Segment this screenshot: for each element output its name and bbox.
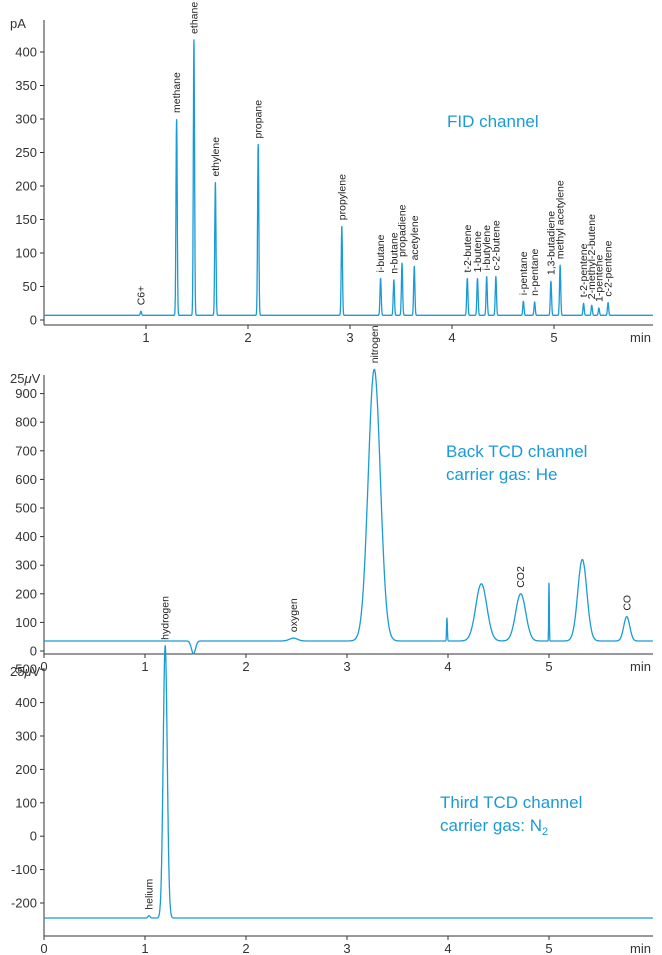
peak-label: t-2-butene — [462, 224, 474, 272]
peak-label: methyl acetylene — [555, 180, 567, 259]
x-tick-label: 2 — [242, 941, 249, 955]
y-tick-label: 400 — [15, 45, 37, 60]
y-tick-label: 50 — [23, 279, 37, 294]
peak-label: hydrogen — [160, 596, 172, 640]
y-tick-label: 100 — [15, 246, 37, 261]
peak-label: CO2 — [515, 566, 527, 588]
chromatogram-trace — [43, 645, 654, 919]
channel-title: Back TCD channel — [446, 442, 587, 461]
peak-label: nitrogen — [369, 325, 381, 363]
peak-label: n-pentane — [529, 248, 541, 295]
y-tick-label: 200 — [15, 179, 37, 194]
peak-label: CO — [621, 595, 633, 611]
y-tick-label: 200 — [15, 762, 37, 777]
x-tick-label: 2 — [242, 659, 249, 674]
peak-label: 1-butene — [472, 231, 484, 273]
x-tick-label: 5 — [545, 659, 552, 674]
peak-label: n-butane — [388, 232, 400, 274]
x-tick-label: 5 — [545, 941, 552, 955]
y-unit-label: pA — [10, 16, 26, 31]
y-tick-label: -100 — [11, 862, 37, 877]
y-tick-label: 500 — [15, 501, 37, 516]
y-tick-label: 100 — [15, 615, 37, 630]
peak-label: 2-methyl-2-butene — [586, 214, 598, 299]
x-unit-label: min — [630, 330, 651, 345]
x-tick-label: 0 — [40, 941, 47, 955]
x-tick-label: 3 — [346, 330, 353, 345]
peak-label: i-pentane — [518, 251, 530, 295]
x-tick-label: 2 — [244, 330, 251, 345]
chromatogram-trace — [43, 368, 654, 655]
y-tick-label: 0 — [30, 644, 37, 659]
x-tick-label: 4 — [444, 659, 451, 674]
y-tick-label: 200 — [15, 586, 37, 601]
peak-label: t-2-pentene — [578, 243, 590, 297]
y-tick-label: 700 — [15, 443, 37, 458]
x-unit-label: min — [630, 659, 651, 674]
x-tick-label: 1 — [141, 941, 148, 955]
peak-label: i-butane — [375, 234, 387, 272]
y-tick-label: 150 — [15, 212, 37, 227]
y-tick-label: 350 — [15, 78, 37, 93]
x-tick-label: 5 — [550, 330, 557, 345]
y-tick-label: 400 — [15, 529, 37, 544]
y-tick-label: 0 — [30, 829, 37, 844]
channel-subtitle: carrier gas: N2 — [440, 816, 548, 838]
peak-label: propylene — [336, 174, 348, 220]
y-tick-label: 400 — [15, 695, 37, 710]
channel-title: Third TCD channel — [440, 793, 582, 812]
x-tick-label: 4 — [444, 941, 451, 955]
peak-label: i-butylene — [481, 225, 493, 271]
peak-label: ethylene — [210, 137, 222, 177]
y-tick-label: 500 — [15, 662, 37, 677]
peak-label: methane — [171, 72, 183, 113]
peak-label: acetylene — [409, 215, 421, 260]
x-tick-label: 3 — [343, 659, 350, 674]
peak-label: C6+ — [135, 286, 147, 306]
y-unit-label: 25μV — [10, 371, 41, 386]
y-tick-label: 250 — [15, 145, 37, 160]
peak-label: ethane — [188, 2, 200, 34]
x-unit-label: min — [630, 941, 651, 955]
chromatogram-trace — [43, 39, 654, 316]
y-tick-label: 300 — [15, 558, 37, 573]
y-tick-label: -200 — [11, 896, 37, 911]
peak-label: c-2-pentene — [603, 240, 615, 296]
y-tick-label: 0 — [30, 313, 37, 328]
chart-panel-1: 0 50 100 150 200 250 300 350 400 pA 1 2 3 4 5 min C6+ met… — [10, 2, 654, 345]
y-tick-label: 300 — [15, 112, 37, 127]
channel-title: FID channel — [447, 112, 539, 131]
channel-subtitle: carrier gas: He — [446, 465, 557, 484]
y-tick-label: 900 — [15, 386, 37, 401]
peak-label: propane — [253, 100, 265, 139]
peak-label: oxygen — [288, 598, 300, 632]
x-tick-label: 1 — [142, 330, 149, 345]
peak-label: c-2-butene — [490, 220, 502, 270]
x-tick-label: 1 — [141, 659, 148, 674]
y-tick-label: 800 — [15, 415, 37, 430]
peak-label: 1-pentene — [593, 254, 605, 301]
peak-label: propadiene — [397, 204, 409, 257]
y-unit-label: 25μV — [10, 664, 41, 679]
x-tick-label: 0 — [40, 659, 47, 674]
y-tick-label: 600 — [15, 472, 37, 487]
y-tick-label: 100 — [15, 795, 37, 810]
x-tick-label: 4 — [448, 330, 455, 345]
peak-label: helium — [144, 879, 156, 910]
x-tick-label: 3 — [343, 941, 350, 955]
peak-label: 1,3-butadiene — [545, 211, 557, 275]
y-tick-label: 300 — [15, 729, 37, 744]
